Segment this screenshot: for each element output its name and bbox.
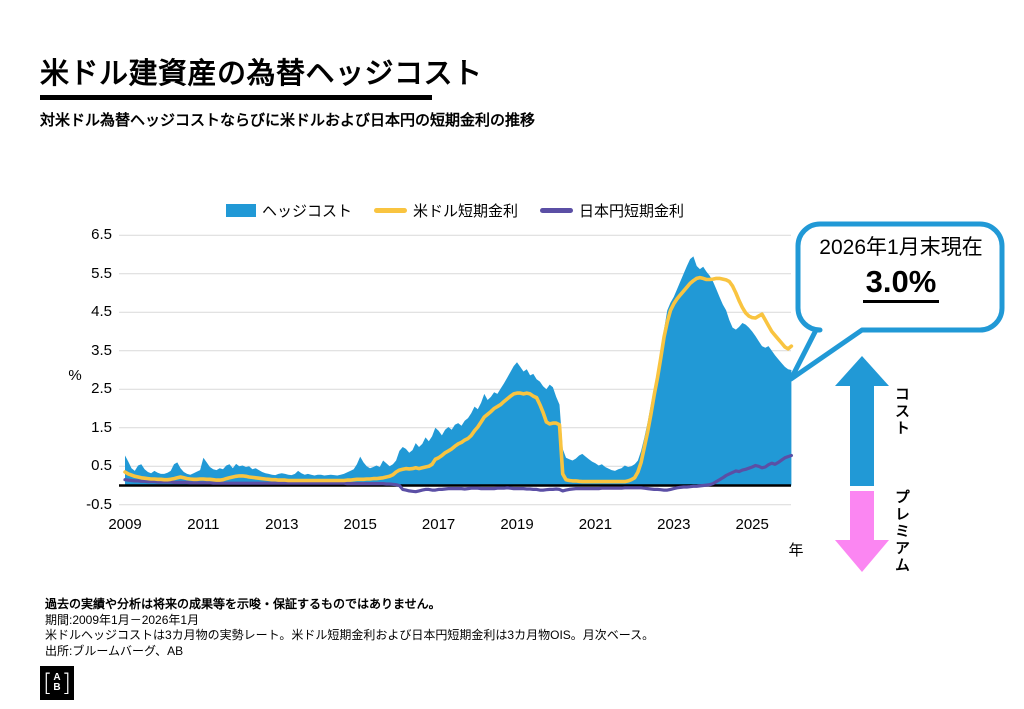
logo-letter-b: B [53, 682, 61, 693]
legend-label-jpy-rate: 日本円短期金利 [579, 203, 685, 220]
chart-legend: ヘッジコスト 米ドル短期金利 日本円短期金利 [226, 200, 684, 221]
footnotes: 過去の実績や分析は将来の成果等を示唆・保証するものではありません。 期間:200… [45, 597, 654, 659]
premium-down-arrow [835, 491, 889, 572]
legend-item-hedge-cost: ヘッジコスト [226, 200, 352, 221]
legend-label-hedge-cost: ヘッジコスト [262, 203, 353, 220]
callout-heading: 2026年1月末現在 [819, 236, 983, 259]
title-underline-rule [40, 95, 432, 100]
legend-item-usd-rate: 米ドル短期金利 [374, 200, 518, 221]
logo-right-bracket-icon: ] [61, 669, 71, 697]
footnote-source: 出所:ブルームバーグ、AB [45, 643, 184, 658]
logo-left-bracket-icon: [ [43, 669, 53, 697]
usd-rate-swatch-icon [374, 208, 408, 213]
latest-value-callout: 2026年1月末現在 3.0% [802, 235, 1000, 303]
premium-arrow-label: プレミアム [893, 489, 910, 574]
chart-subtitle: 対米ドル為替ヘッジコストならびに米ドルおよび日本円の短期金利の推移 [40, 112, 536, 129]
y-axis-unit-label: % [68, 367, 82, 384]
footnote-disclaimer: 過去の実績や分析は将来の成果等を示唆・保証するものではありません。 [45, 597, 441, 611]
ab-logo: [ A B ] [40, 666, 74, 700]
legend-label-usd-rate: 米ドル短期金利 [413, 203, 519, 220]
jpy-rate-line [123, 453, 793, 494]
callout-value: 3.0% [862, 264, 940, 303]
cost-up-arrow [835, 356, 889, 486]
footnote-methodology: 米ドルヘッジコストは3カ月物の実勢レート。米ドル短期金利および日本円短期金利は3… [45, 628, 655, 642]
cost-arrow-label: コスト [893, 386, 910, 437]
legend-item-jpy-rate: 日本円短期金利 [540, 200, 684, 221]
x-axis-unit-label: 年 [788, 542, 804, 559]
logo-letter-a: A [53, 672, 61, 683]
hedge-cost-area [125, 256, 792, 486]
jpy-rate-swatch-icon [540, 208, 574, 213]
footnote-period: 期間:2009年1月－2026年1月 [45, 612, 200, 627]
usd-rate-line [123, 275, 794, 484]
hedge-cost-swatch-icon [226, 204, 256, 217]
page-title: 米ドル建資産の為替ヘッジコスト [40, 58, 483, 90]
